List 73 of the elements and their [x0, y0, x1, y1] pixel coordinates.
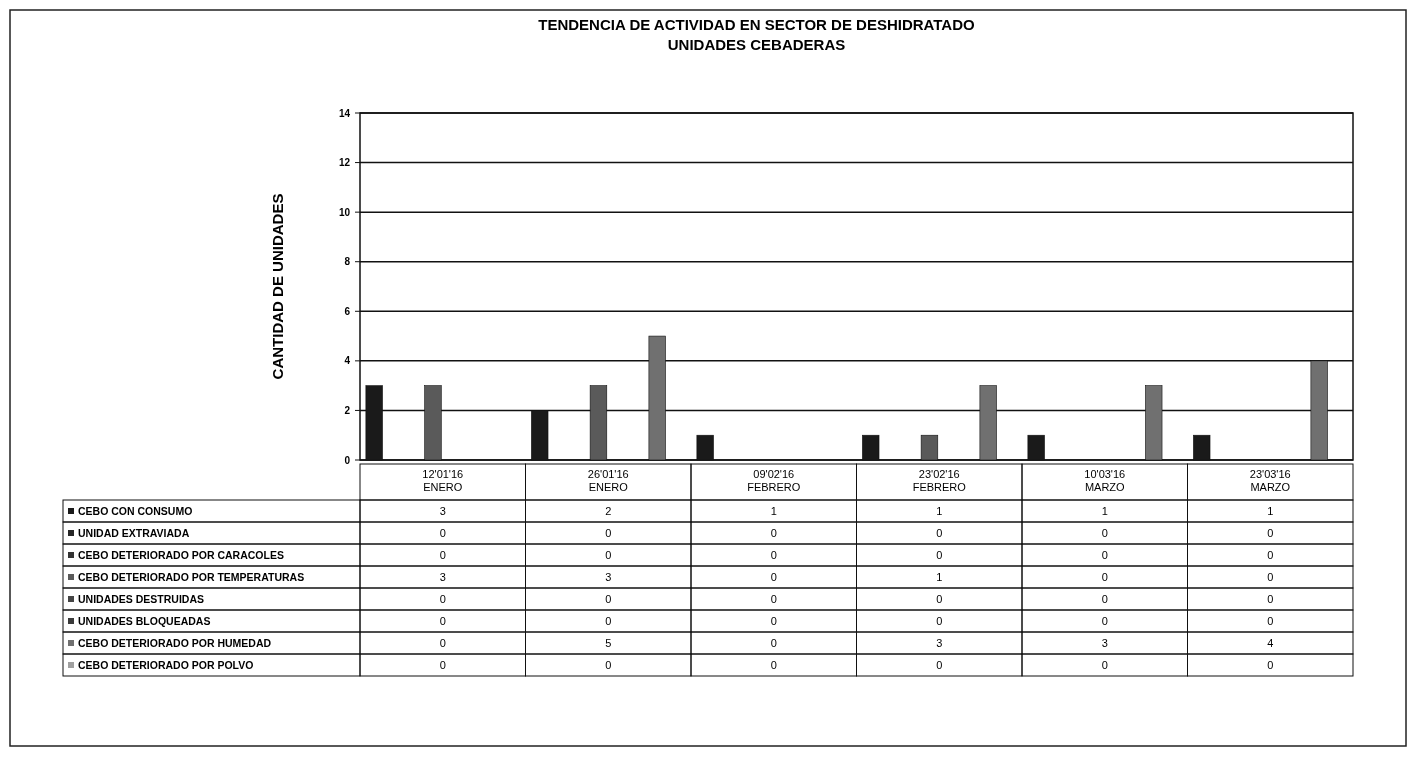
data-label: 0: [770, 658, 777, 671]
legend-label: UNIDADES DESTRUIDAS: [78, 592, 205, 605]
data-label: 0: [1267, 570, 1274, 583]
data-label: 0: [770, 548, 777, 561]
data-label: 5: [605, 636, 612, 649]
data-label: 3: [936, 636, 943, 649]
legend-label: CEBO DETERIORADO POR HUMEDAD: [78, 636, 272, 649]
y-tick-label: 12: [338, 157, 351, 169]
data-label: 0: [439, 592, 446, 605]
data-label: 1: [770, 504, 777, 517]
data-label: 1: [936, 570, 943, 583]
legend-label: CEBO CON CONSUMO: [78, 504, 193, 517]
y-axis-title: CANTIDAD DE UNIDADES: [269, 193, 286, 380]
data-label: 0: [936, 614, 943, 627]
data-label: 0: [936, 658, 943, 671]
legend-label: UNIDADES BLOQUEADAS: [78, 614, 211, 627]
data-label: 0: [439, 614, 446, 627]
x-tick-label: 23'03'16 MARZO: [1249, 468, 1291, 493]
data-label: 0: [605, 658, 612, 671]
data-label: 0: [439, 526, 446, 539]
legend-label: CEBO DETERIORADO POR TEMPERATURAS: [78, 570, 305, 583]
data-label: 0: [770, 526, 777, 539]
data-label: 0: [1101, 570, 1108, 583]
y-tick-label: 0: [344, 454, 351, 466]
data-label: 0: [1101, 526, 1108, 539]
data-label: 0: [605, 526, 612, 539]
data-label: 3: [1101, 636, 1108, 649]
data-label: 0: [770, 570, 777, 583]
legend-label: UNIDAD EXTRAVIADA: [78, 526, 190, 539]
data-label: 3: [439, 504, 446, 517]
data-label: 3: [439, 570, 446, 583]
y-tick-label: 4: [344, 355, 351, 367]
data-label: 2: [605, 504, 612, 517]
data-label: 0: [605, 614, 612, 627]
data-label: 0: [1101, 614, 1108, 627]
data-label: 0: [439, 636, 446, 649]
data-label: 0: [605, 548, 612, 561]
chart-title: TENDENCIA DE ACTIVIDAD EN SECTOR DE DESHIDRATADO: [538, 16, 976, 33]
data-label: 0: [936, 592, 943, 605]
data-label: 0: [1267, 614, 1274, 627]
data-label: 4: [1267, 636, 1274, 649]
data-label: 0: [605, 592, 612, 605]
data-label: 3: [605, 570, 612, 583]
data-label: 0: [936, 526, 943, 539]
data-label: 1: [1267, 504, 1274, 517]
data-label: 0: [1267, 658, 1274, 671]
data-label: 0: [439, 658, 446, 671]
data-label: 0: [1101, 592, 1108, 605]
data-label: 0: [1267, 526, 1274, 539]
data-label: 0: [1101, 658, 1108, 671]
y-tick-label: 2: [344, 404, 351, 416]
x-tick-label: 26'01'16 ENERO: [587, 468, 629, 493]
chart-subtitle: UNIDADES CEBADERAS: [667, 36, 846, 53]
data-label: 0: [770, 592, 777, 605]
data-label: 0: [1267, 548, 1274, 561]
y-tick-label: 6: [344, 305, 351, 317]
y-tick-label: 10: [338, 206, 351, 218]
data-label: 0: [770, 636, 777, 649]
x-tick-label: 23'02'16 FEBRERO: [912, 468, 967, 493]
data-label: 1: [1101, 504, 1108, 517]
data-label: 0: [1101, 548, 1108, 561]
x-tick-label: 12'01'16 ENERO: [422, 468, 464, 493]
data-label: 0: [1267, 592, 1274, 605]
legend-label: CEBO DETERIORADO POR CARACOLES: [78, 548, 284, 561]
data-label: 1: [936, 504, 943, 517]
data-label: 0: [936, 548, 943, 561]
legend-label: CEBO DETERIORADO POR POLVO: [78, 658, 254, 671]
data-label: 0: [439, 548, 446, 561]
x-tick-label: 09'02'16 FEBRERO: [747, 468, 801, 493]
y-tick-label: 14: [338, 107, 351, 119]
y-tick-label: 8: [344, 256, 351, 268]
data-label: 0: [770, 614, 777, 627]
x-tick-label: 10'03'16 MARZO: [1084, 468, 1126, 493]
